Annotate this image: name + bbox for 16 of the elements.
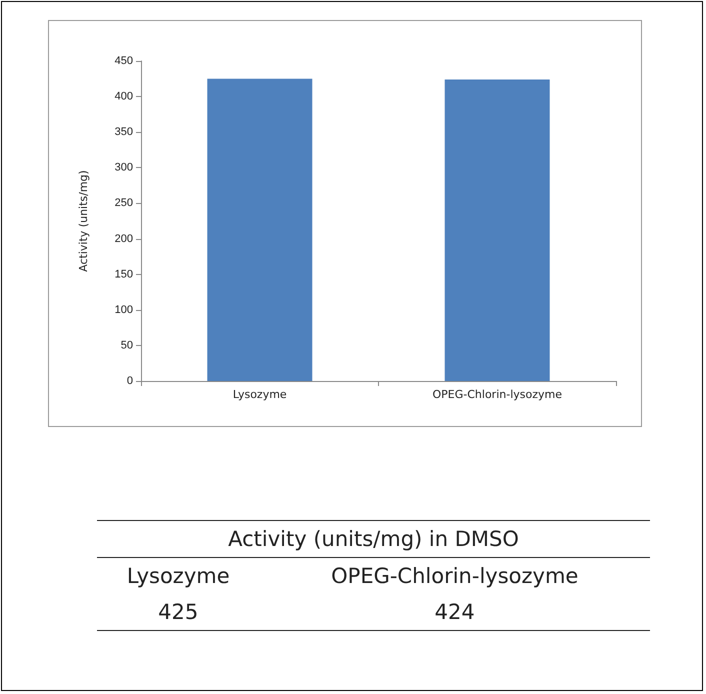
category-label: OPEG-Chlorin-lysozyme: [331, 564, 578, 588]
y-tick-label: 100: [114, 304, 133, 316]
y-tick-label: 50: [120, 339, 133, 352]
category-label: Lysozyme: [126, 564, 230, 588]
y-tick-label: 200: [114, 232, 133, 245]
data-label: 424: [259, 594, 650, 630]
y-tick-label: 0: [126, 375, 133, 387]
y-tick-label: 400: [114, 90, 133, 103]
y-tick-label: 450: [114, 55, 133, 67]
data-label: 425: [97, 594, 260, 630]
y-tick-label: 350: [114, 126, 133, 138]
y-tick-label: 300: [114, 162, 133, 174]
y-tick-label: 150: [114, 268, 133, 280]
y-axis-title: Activity (units/mg): [77, 170, 90, 272]
text: Activity (units/mg) in DMSO: [97, 520, 650, 558]
y-tick-label: 250: [114, 197, 133, 210]
